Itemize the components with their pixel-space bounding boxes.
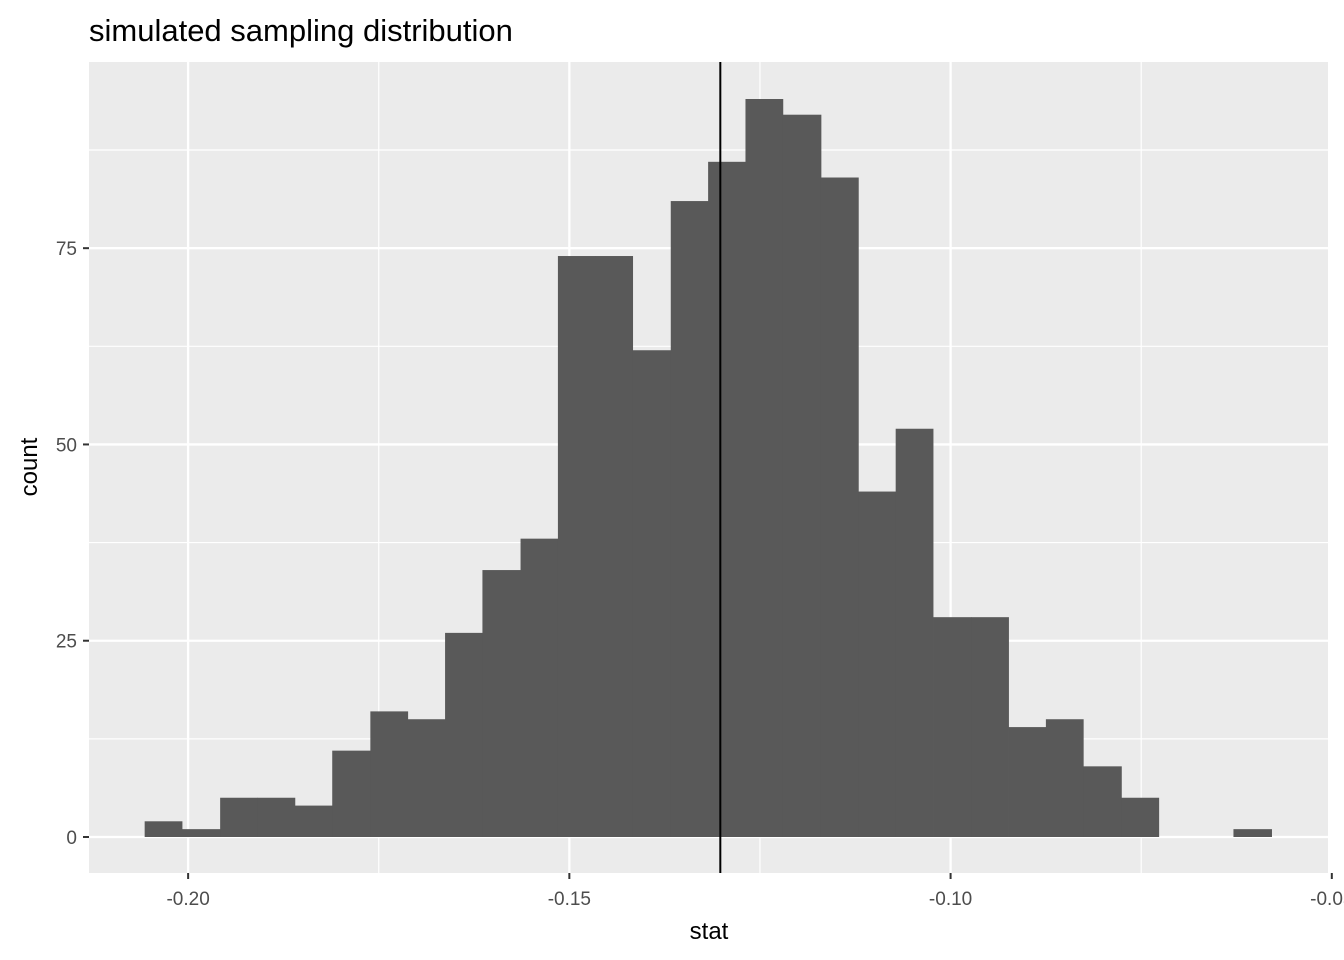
histogram-bar — [670, 201, 709, 837]
chart-title: simulated sampling distribution — [89, 13, 513, 48]
y-tick-label: 50 — [56, 435, 77, 456]
histogram-bar — [895, 428, 934, 837]
y-tick-label: 0 — [66, 828, 77, 849]
histogram-bar — [1121, 797, 1160, 837]
histogram-bar — [632, 350, 672, 837]
x-axis: -0.20 -0.15 -0.10 -0.05 — [166, 873, 1344, 910]
histogram-bar — [294, 805, 333, 837]
histogram-bar — [1233, 829, 1272, 837]
histogram-bar — [220, 797, 258, 837]
histogram-bar — [557, 256, 596, 838]
histogram-bar — [708, 161, 746, 837]
x-tick-label: -0.10 — [929, 889, 972, 910]
histogram-bar — [370, 711, 409, 837]
histogram-bar — [520, 538, 559, 837]
histogram-bar — [1045, 719, 1084, 837]
y-tick-label: 25 — [56, 632, 77, 653]
histogram-bar — [1008, 727, 1047, 837]
histogram-bar — [445, 632, 483, 837]
histogram-bar — [782, 114, 822, 837]
x-tick-label: -0.20 — [166, 889, 209, 910]
histogram-bars — [144, 99, 1272, 838]
x-tick-label: -0.05 — [1310, 889, 1344, 910]
histogram-bar — [144, 821, 183, 837]
y-axis-title: count — [16, 437, 43, 496]
histogram-bar — [482, 570, 521, 837]
x-tick-label: -0.15 — [548, 889, 591, 910]
histogram-bar — [933, 617, 972, 837]
y-tick-label: 75 — [56, 239, 77, 260]
y-axis: 0 25 50 75 — [56, 239, 89, 849]
histogram-bar — [858, 491, 897, 837]
histogram-bar — [745, 99, 784, 837]
x-axis-title: stat — [690, 918, 729, 945]
histogram-bar — [257, 797, 296, 837]
histogram-bar — [820, 177, 859, 838]
histogram-bar — [1083, 766, 1122, 837]
histogram-bar — [182, 829, 221, 837]
histogram-bar — [971, 617, 1009, 837]
histogram-bar — [407, 719, 446, 837]
histogram-bar — [595, 256, 634, 838]
histogram-bar — [332, 750, 371, 837]
